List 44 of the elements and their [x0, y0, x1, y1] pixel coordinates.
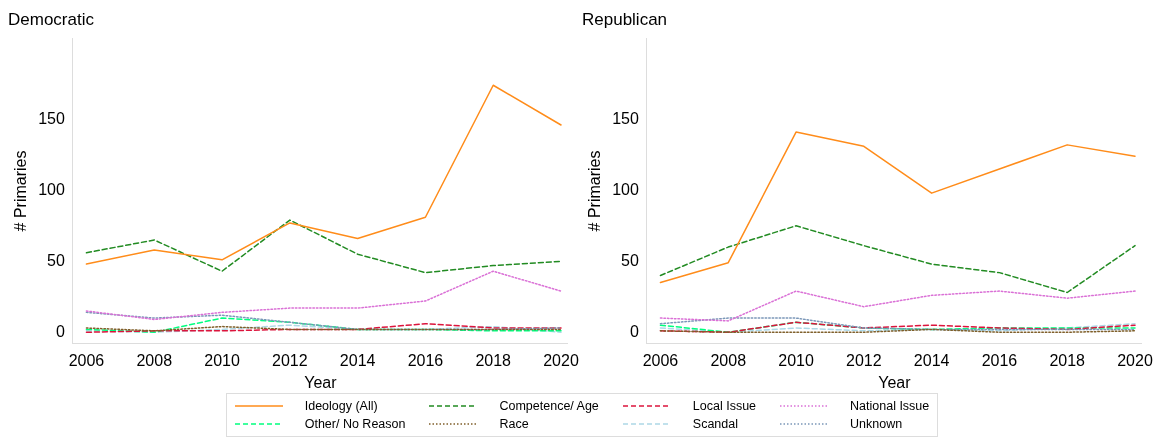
line-series [659, 317, 1136, 331]
x-tick-label: 2006 [68, 351, 105, 369]
legend-label: National Issue [850, 399, 930, 413]
y-tick-label: 150 [38, 109, 65, 127]
x-tick-label: 2016 [981, 351, 1018, 369]
chart-title: Democratic [8, 9, 95, 29]
x-tick-label: 2018 [1049, 351, 1086, 369]
x-tick-label: 2012 [272, 351, 308, 369]
y-axis-title: # Primaries [586, 150, 604, 232]
x-tick-label: 2018 [475, 351, 512, 369]
x-tick-label: 2008 [710, 351, 747, 369]
line-series [659, 225, 1136, 294]
x-tick-label: 2010 [778, 351, 814, 369]
x-tick-label: 2010 [204, 351, 240, 369]
line-series [85, 270, 562, 321]
y-axis-title: # Primaries [12, 150, 30, 232]
x-axis-title: Year [304, 373, 338, 391]
legend-label: Other/ No Reason [304, 417, 406, 431]
x-tick-label: 2012 [846, 351, 882, 369]
legend-label: Race [499, 417, 529, 431]
line-series [85, 219, 562, 274]
y-tick-label: 100 [612, 180, 639, 198]
x-tick-label: 2016 [407, 351, 444, 369]
x-tick-label: 2006 [642, 351, 679, 369]
legend-label: Competence/ Age [499, 399, 599, 413]
legend-label: Ideology (All) [304, 399, 378, 413]
x-tick-label: 2020 [543, 351, 579, 369]
x-axis-title: Year [878, 373, 912, 391]
y-tick-label: 50 [621, 251, 639, 269]
x-tick-label: 2014 [913, 351, 950, 369]
x-tick-label: 2014 [339, 351, 376, 369]
legend-label: Scandal [692, 417, 739, 431]
x-tick-label: 2008 [136, 351, 173, 369]
chart-title: Republican [582, 9, 668, 29]
line-series [659, 290, 1136, 322]
y-tick-label: 0 [55, 322, 65, 340]
line-series [85, 311, 562, 331]
y-tick-label: 150 [612, 109, 639, 127]
y-tick-label: 0 [629, 322, 639, 340]
legend-label: Unknown [850, 417, 903, 431]
y-tick-label: 50 [47, 251, 65, 269]
x-tick-label: 2020 [1117, 351, 1153, 369]
y-tick-label: 100 [38, 180, 65, 198]
legend-label: Local Issue [692, 399, 757, 413]
